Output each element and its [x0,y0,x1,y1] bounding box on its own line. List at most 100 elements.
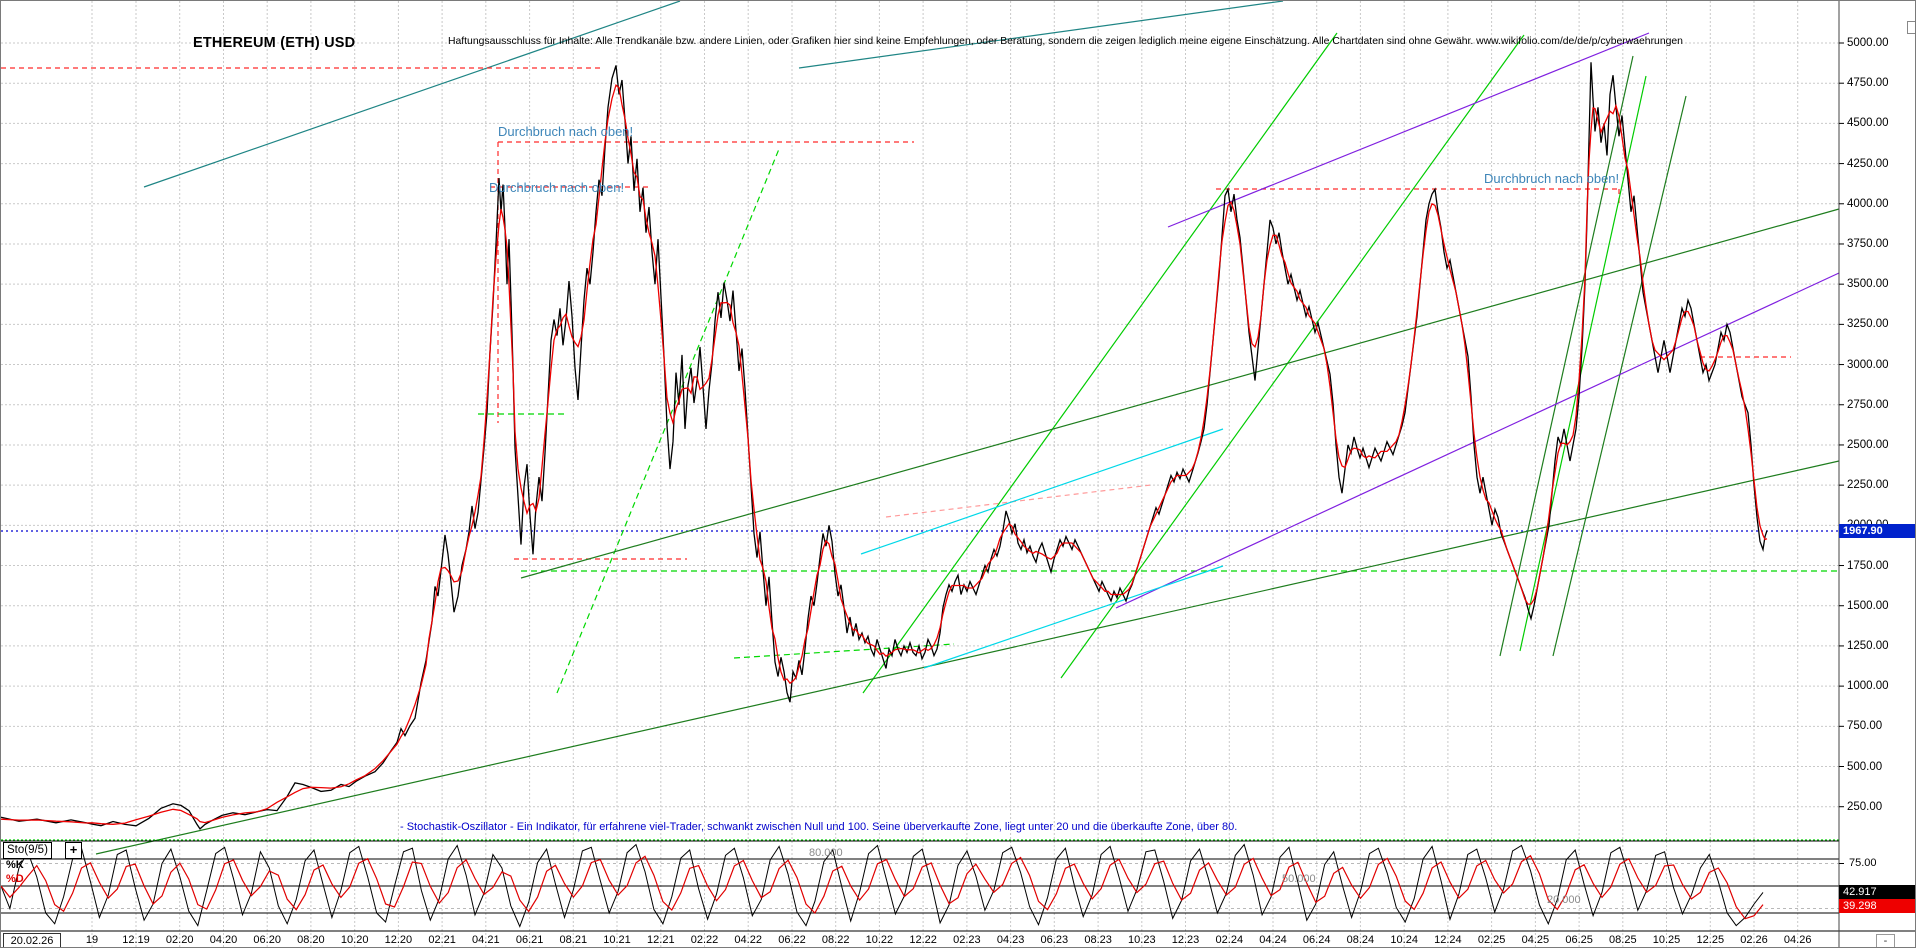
date-axis-label: 04.21 [472,934,500,946]
violet-upper [1167,32,1650,228]
date-axis-label: 08.22 [821,934,850,946]
date-axis-label: 08.24 [1346,934,1375,946]
date-axis-label: 04.20 [209,934,238,946]
lime-channel-b [1060,34,1525,679]
date-axis-label: 08.23 [1084,934,1112,946]
date-axis-label: 06.25 [1565,934,1593,946]
stoch-k-value-box: 42.917 [1839,885,1915,899]
date-axis-label: 02.20 [165,934,194,946]
stoch-level-label: 50.000 [1282,873,1316,885]
date-axis-label: 10.21 [603,934,631,946]
date-axis-label: 12.25 [1696,934,1725,946]
price-axis-label: 3500.00 [1847,278,1889,291]
date-axis-label: 12.20 [384,934,413,946]
teal-channel-right [798,1,1284,69]
date-axis-label: 06.24 [1302,934,1331,946]
window-control-box[interactable] [1907,21,1915,34]
price-axis-label: 250.00 [1847,800,1883,813]
stoch-axis-label-75: 75.00 [1849,857,1877,869]
date-axis-label: 12.23 [1171,934,1200,946]
date-axis-label: 02.23 [953,934,981,946]
teal-channel-upper [143,1,681,188]
price-axis-label: 750.00 [1847,720,1883,733]
price-axis-label: 2250.00 [1847,479,1889,492]
date-axis-label: 10.25 [1652,934,1681,946]
date-axis-label: 04.22 [734,934,762,946]
price-axis-label: 1750.00 [1847,559,1889,572]
violet-lower [1115,272,1840,609]
date-axis-label: 06.22 [778,934,806,946]
date-axis-label: 10.20 [340,934,369,946]
cyan-lower [923,565,1224,669]
date-axis-label: 10.22 [865,934,894,946]
price-axis-label: 3250.00 [1847,318,1889,331]
oscillator-description: - Stochastik-Oszillator - Ein Indikator,… [400,821,1238,833]
date-axis-label: 06.21 [515,934,544,946]
date-axis-label: 04.26 [1783,934,1812,946]
breakout-annotation-right: Durchbruch nach oben! [1484,171,1620,186]
stoch-k-line [1,843,1764,928]
price-axis-label: 3000.00 [1847,358,1889,371]
date-axis-label: 04.23 [996,934,1025,946]
stoch-level-label: 80.000 [809,847,843,859]
current-date-box: 20.02.26 [3,933,61,947]
stoch-d-value-box: 39.298 [1839,899,1915,913]
price-axis-label: 4250.00 [1847,157,1889,170]
price-axis-label: 5000.00 [1847,37,1889,49]
price-axis-label: 1000.00 [1847,680,1889,693]
date-axis-label: 12.19 [122,934,150,946]
date-axis-label: 06.23 [1040,934,1069,946]
date-axis-label: 02.21 [428,934,456,946]
date-axis-label: 12.24 [1434,934,1462,946]
stoch-d-line [1,854,1764,920]
disclaimer-text: Haftungsausschluss für Inhalte: Alle Tre… [448,36,1683,47]
cyan-upper [860,428,1224,555]
date-axis-label: 10.24 [1390,934,1418,946]
stoch-level-label: 20.000 [1547,894,1581,906]
darkgreen-mid-long [520,208,1840,579]
date-axis-label: 19 [85,934,99,946]
price-axis-label: 4500.00 [1847,117,1889,130]
price-axis-label: 500.00 [1847,760,1883,773]
darkgreen-steep-right-a [1499,55,1634,657]
indicator-label-box[interactable]: Sto(9/5) [3,842,52,859]
current-price-box: 1967.90 [1839,524,1915,538]
price-axis-label: 2750.00 [1847,398,1889,411]
price-ma-series [1,83,1768,825]
price-axis-label: 4750.00 [1847,77,1889,90]
d-series-label: %D [6,873,24,885]
price-axis-label: 3750.00 [1847,237,1889,250]
green-dashed-steep [556,148,780,694]
date-axis-label: 04.24 [1259,934,1287,946]
breakout-annotation-left-lower: Durchbruch nach oben! [489,180,625,195]
breakout-annotation-left-upper: Durchbruch nach oben! [498,124,634,139]
date-axis-label: 12.22 [909,934,937,946]
price-series [1,62,1768,830]
date-axis-label: 02.22 [690,934,719,946]
green-dashed-1300 [733,643,955,659]
add-indicator-button[interactable]: + [65,842,82,859]
price-axis-label: 4000.00 [1847,197,1889,210]
price-axis-label: 1500.00 [1847,599,1889,612]
darkgreen-steep-right-b [1552,95,1687,657]
price-axis-label: 2500.00 [1847,438,1889,451]
date-axis-label: 08.20 [297,934,325,946]
date-axis-label: 02.25 [1477,934,1506,946]
date-axis-label: 12.21 [647,934,675,946]
lime-steep-right [1519,75,1647,652]
price-axis-label: 1250.00 [1847,639,1889,652]
resistance-salmon [885,484,1152,518]
page-title: ETHEREUM (ETH) USD [193,35,356,51]
date-axis-label: 04.25 [1521,934,1550,946]
darkgreen-support-long [95,460,1840,855]
date-axis-label: 02.24 [1215,934,1244,946]
lime-channel-a [862,32,1338,694]
date-axis-label: 08.21 [559,934,588,946]
k-series-label: %K [6,859,24,871]
scroll-minus-button[interactable]: - [1876,934,1895,947]
date-axis-label: 10.23 [1128,934,1156,946]
date-axis-label: 08.25 [1609,934,1637,946]
date-axis-label: 02.26 [1740,934,1768,946]
